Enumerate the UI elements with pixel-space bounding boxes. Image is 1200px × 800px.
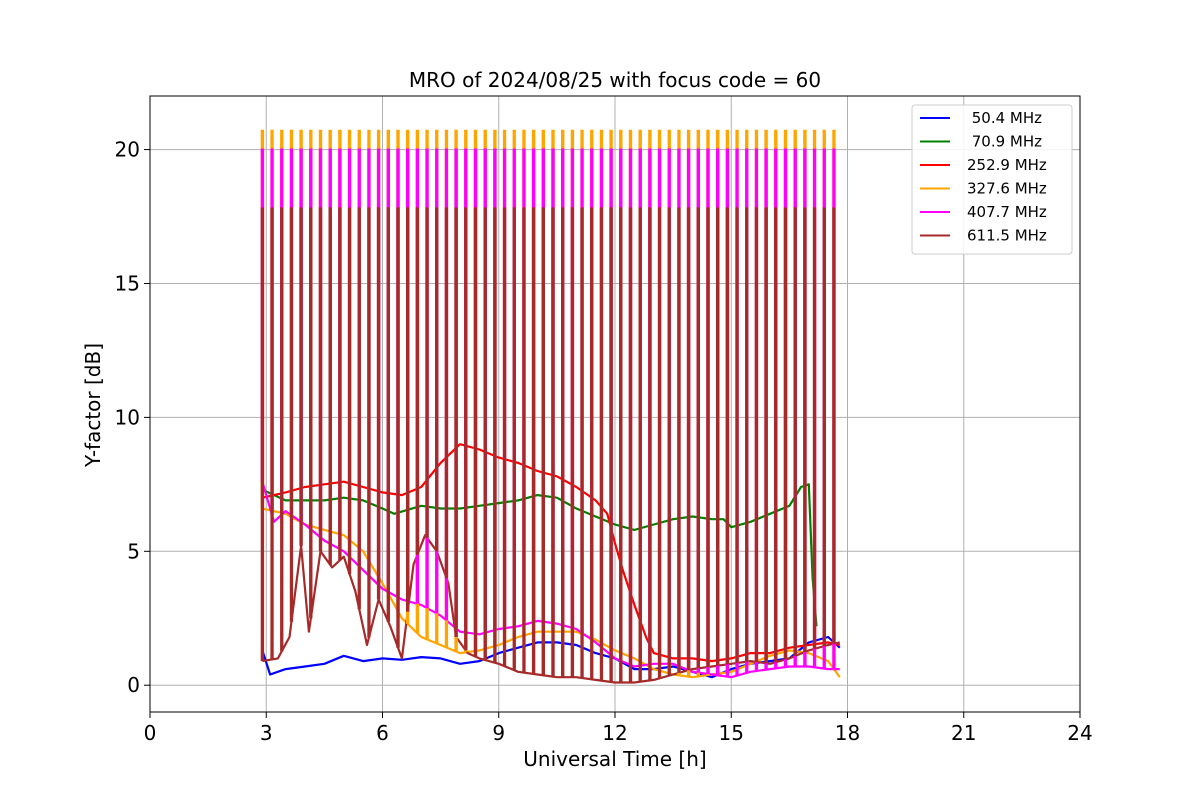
calibration-spike [832,207,836,644]
calibration-spike [696,207,700,669]
x-tick-label: 3 [260,721,273,745]
calibration-spike [347,207,352,575]
calibration-spike [280,207,284,652]
calibration-spike [309,207,313,619]
calibration-spike [454,207,458,637]
calibration-spike [686,207,691,671]
calibration-spike [415,207,420,555]
x-tick-label: 21 [951,721,976,745]
calibration-spike [483,207,487,660]
calibration-spike [716,207,720,666]
y-tick-label: 10 [115,405,140,429]
calibration-spike [425,207,429,538]
x-tick-label: 15 [719,721,744,745]
series-line [262,443,841,663]
x-tick-label: 0 [144,721,157,745]
calibration-spike [609,207,613,682]
chart-title: MRO of 2024/08/25 with focus code = 60 [409,68,821,92]
y-tick-label: 15 [115,271,140,295]
calibration-spike [318,207,323,552]
calibration-spike [522,207,526,673]
series-line [262,507,841,679]
legend-label: 70.9 MHz [967,133,1042,151]
calibration-spike [735,207,739,663]
calibration-spike [628,207,633,683]
y-tick-label: 5 [127,539,140,563]
calibration-spike [774,207,778,663]
calibration-spike [260,207,265,662]
series-line [262,534,841,684]
calibration-spike [619,207,623,683]
calibration-spike [531,207,536,674]
calibration-spike [561,207,565,678]
calibration-spike [338,207,342,561]
legend-label: 50.4 MHz [967,109,1042,127]
legend-label: 611.5 MHz [967,227,1047,245]
x-tick-label: 9 [492,721,505,745]
x-tick-label: 18 [835,721,860,745]
calibration-spike [590,207,594,680]
calibration-spike [638,207,642,682]
calibration-spike [270,207,274,660]
calibration-spike [386,207,390,622]
x-axis-label: Universal Time [h] [523,747,706,771]
calibration-spike [648,207,652,681]
calibration-spike [580,207,584,678]
calibration-spike [599,207,604,681]
calibration-spike [435,207,439,552]
calibration-spike [745,207,749,662]
calibration-spike [754,207,759,662]
plot-area [260,129,841,684]
x-tick-label: 6 [376,721,389,745]
calibration-spike [657,207,662,679]
legend-label: 327.6 MHz [967,180,1047,198]
calibration-spike [473,207,478,657]
calibration-spike [677,207,681,673]
calibration-spike [793,207,797,656]
calibration-spike [541,207,545,676]
calibration-spike [493,207,497,663]
calibration-spike [706,207,710,667]
calibration-spike [367,207,371,638]
calibration-spike [444,207,449,579]
y-tick-label: 0 [127,673,140,697]
calibration-spike [464,207,468,651]
calibration-spike [783,207,788,660]
calibration-spike [764,207,768,664]
legend-label: 407.7 MHz [967,203,1047,221]
calibration-spike [725,207,730,665]
legend: 50.4 MHz 70.9 MHz 252.9 MHz 327.6 MHz 407.7… [911,104,1073,255]
calibration-spike [396,207,400,648]
calibration-spike [803,207,807,652]
calibration-spike [406,207,410,612]
calibration-spike [570,207,575,678]
calibration-spike [376,207,381,600]
calibration-spike [357,207,361,610]
calibration-spike [667,207,671,676]
calibration-spike [512,207,516,671]
calibration-spike [822,207,826,647]
x-tick-label: 12 [602,721,627,745]
y-axis-label: Y-factor [dB] [81,343,105,468]
axis-ticks: 0 3 6 9 12 15 18 21 24 0 5 10 15 20 [115,138,1093,745]
calibration-spike [328,207,332,565]
calibration-spike [299,207,303,546]
calibration-spike [551,207,555,677]
y-tick-label: 20 [115,138,140,162]
legend-label: 252.9 MHz [967,156,1047,174]
calibration-spike [812,207,817,649]
x-tick-label: 24 [1067,721,1092,745]
legend-box [911,104,1073,255]
calibration-spike [502,207,507,667]
calibration-spike [289,207,294,622]
